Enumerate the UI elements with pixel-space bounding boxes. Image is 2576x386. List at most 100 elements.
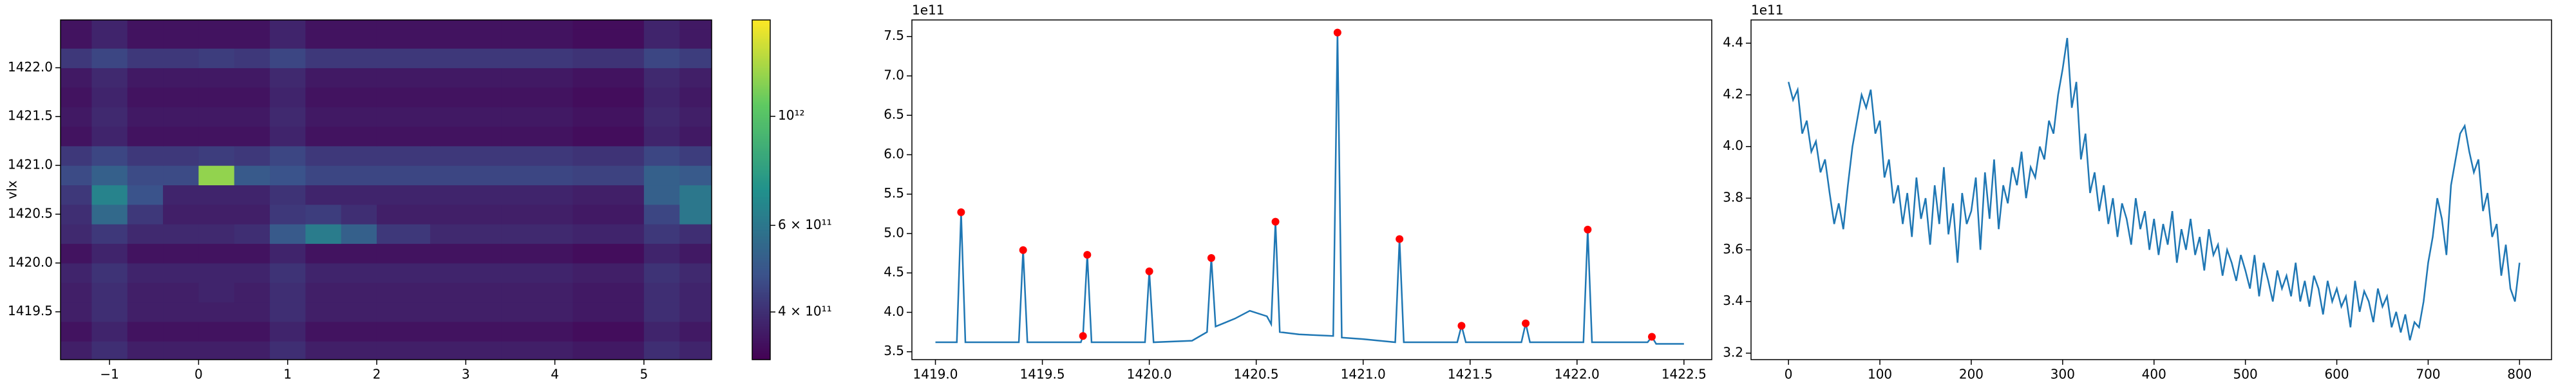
colorbar-swatch (752, 235, 770, 238)
heatmap-cell (305, 48, 342, 68)
colorbar-swatch (752, 186, 770, 188)
heatmap-cell (501, 321, 573, 342)
heatmap-cell (127, 48, 164, 68)
colorbar-swatch (752, 95, 770, 97)
colorbar-swatch (752, 105, 770, 107)
colorbar-swatch (752, 212, 770, 214)
colorbar-swatch (752, 39, 770, 41)
y-tick-label: 1421.5 (8, 108, 53, 124)
colorbar-swatch (752, 71, 770, 73)
heatmap-cell (163, 204, 199, 225)
heatmap-cell (61, 204, 93, 225)
colorbar-swatch (752, 161, 770, 163)
heatmap-cell (234, 87, 270, 107)
heatmap-cell (163, 126, 199, 147)
x-tick-label: 3 (462, 367, 470, 382)
heatmap-cell (376, 282, 431, 303)
heatmap-cell (163, 165, 199, 186)
colorbar-swatch (752, 254, 770, 257)
heatmap-cell (643, 204, 680, 225)
heatmap-cell (91, 302, 128, 322)
heatmap-cell (376, 145, 431, 166)
heatmap-cell (163, 48, 199, 68)
heatmap-cell (501, 107, 573, 127)
heatmap-cell (501, 243, 573, 264)
colorbar-swatch (752, 210, 770, 212)
heatmap-cell (643, 107, 680, 127)
heatmap-cell (679, 87, 712, 107)
colorbar-swatch (752, 52, 770, 55)
heatmap-cell (163, 262, 199, 283)
heatmap-cell (61, 28, 93, 49)
heatmap-cell (305, 68, 342, 88)
colorbar-swatch (752, 127, 770, 129)
x-tick-label: −1 (100, 367, 118, 382)
heatmap-cell (91, 341, 128, 360)
colorbar-swatch (752, 28, 770, 31)
heatmap-cell (61, 302, 93, 322)
heatmap-cell (234, 185, 270, 205)
colorbar-swatch (752, 157, 770, 160)
colorbar-swatch (752, 24, 770, 28)
heatmap-cell (679, 126, 712, 147)
heatmap-cell (341, 20, 377, 30)
colorbar-swatch (752, 326, 770, 328)
heatmap-cell (679, 321, 712, 342)
colorbar-swatch (752, 308, 770, 311)
colorbar-swatch (752, 227, 770, 230)
heatmap-cell (198, 145, 235, 166)
heatmap-cell (501, 282, 573, 303)
peak-marker (1396, 235, 1404, 243)
heatmap-cell (270, 262, 306, 283)
colorbar-swatch (752, 26, 770, 29)
colorbar-swatch (752, 196, 770, 199)
heatmap-cell (163, 87, 199, 107)
heatmap-cell (573, 165, 645, 186)
heatmap-cell (61, 282, 93, 303)
colorbar-swatch (752, 32, 770, 34)
heatmap-cell (163, 107, 199, 127)
colorbar-swatch (752, 324, 770, 326)
heatmap-cell (234, 68, 270, 88)
heatmap-cell (679, 282, 712, 303)
colorbar-swatch (752, 237, 770, 240)
heatmap-cell (305, 20, 342, 30)
colorbar-swatch (752, 259, 770, 262)
heatmap-cell (679, 302, 712, 322)
heatmap-cell (198, 185, 235, 205)
heatmap-cell (643, 262, 680, 283)
heatmap-cell (679, 20, 712, 30)
heatmap-cell (341, 145, 377, 166)
colorbar-swatch (752, 257, 770, 260)
colorbar-swatch (752, 218, 770, 221)
colorbar-swatch (752, 193, 770, 196)
colorbar-swatch (752, 220, 770, 223)
colorbar-swatch (752, 113, 770, 116)
heatmap-cell (270, 243, 306, 264)
heatmap-cell (234, 48, 270, 68)
colorbar-swatch (752, 106, 770, 109)
heatmap-cell (430, 107, 502, 127)
colorbar-swatch (752, 191, 770, 194)
colorbar-swatch (752, 313, 770, 316)
heatmap-cell (305, 302, 342, 322)
heatmap-cell (198, 87, 235, 107)
heatmap-cell (270, 341, 306, 360)
colorbar-swatch (752, 77, 770, 80)
heatmap-cell (127, 107, 164, 127)
x-tick-label: 1422.5 (1662, 367, 1707, 382)
heatmap-cell (234, 302, 270, 322)
colorbar-swatch (752, 337, 770, 340)
colorbar-swatch (752, 53, 770, 57)
heatmap-cell (430, 243, 502, 264)
heatmap-cell (127, 20, 164, 30)
colorbar-swatch (752, 62, 770, 65)
heatmap-cell (376, 28, 431, 49)
y-tick-label: 4.4 (1723, 35, 1743, 50)
heatmap-cell (501, 165, 573, 186)
colorbar-swatch (752, 199, 770, 203)
heatmap-cell (679, 204, 712, 225)
x-tick-label: 0 (1785, 367, 1793, 382)
heatmap-cell (270, 87, 306, 107)
